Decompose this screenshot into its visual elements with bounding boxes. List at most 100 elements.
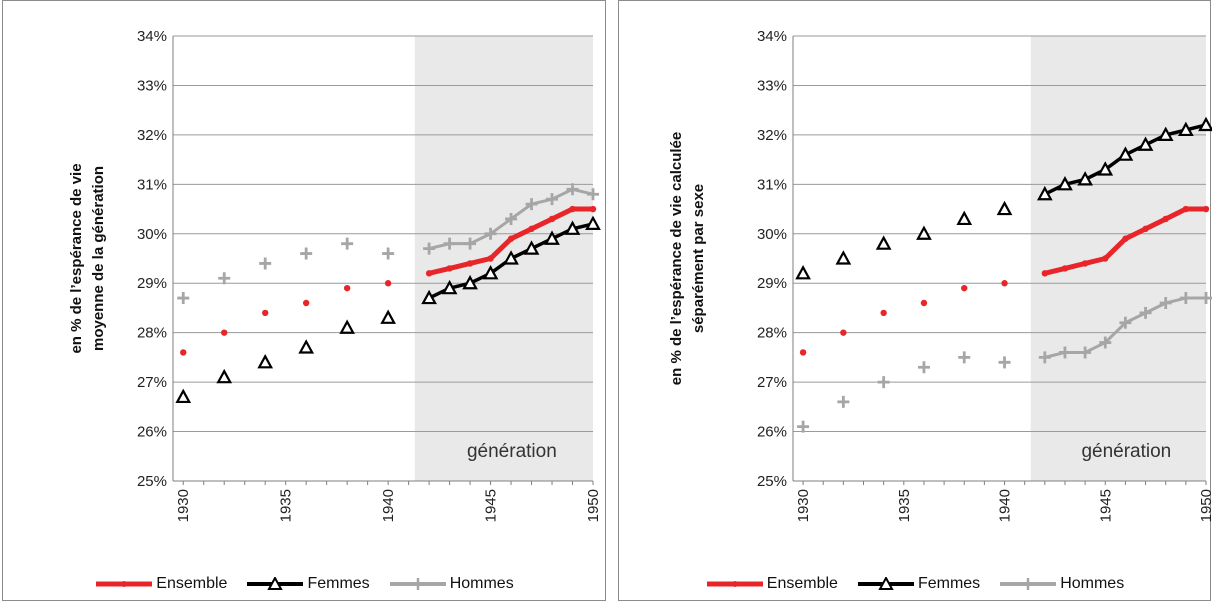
y-tick-label: 26% [137, 424, 167, 441]
x-tick-label: 1940 [380, 489, 397, 522]
data-point-hommes [1159, 297, 1172, 309]
data-point-hommes [382, 247, 395, 260]
x-tick-label: 1930 [795, 489, 812, 522]
data-point-femmes [441, 279, 458, 295]
legend-label-femmes: Femmes [917, 575, 981, 592]
y-axis-label: moyenne de la génération [90, 166, 107, 351]
legend: Ensemble Femmes Hommes [619, 568, 1210, 600]
shaded-region [1030, 36, 1206, 481]
y-tick-label: 27% [757, 374, 787, 391]
data-point-hommes [587, 188, 599, 201]
legend-swatch-femmes [247, 577, 304, 590]
legend-label-hommes: Hommes [449, 575, 514, 592]
x-tick-label: 1945 [1097, 489, 1114, 522]
data-point-ensemble [1001, 280, 1008, 287]
y-tick-label: 32% [137, 127, 167, 144]
data-point-femmes [795, 265, 811, 280]
data-point-hommes [300, 247, 313, 260]
data-point-femmes [585, 215, 601, 230]
data-point-ensemble [1122, 235, 1129, 242]
y-tick-label: 33% [757, 77, 787, 94]
legend-swatch-hommes [1000, 578, 1057, 590]
data-point-hommes [341, 237, 354, 250]
data-point-hommes [218, 272, 231, 285]
x-tick-label: 1950 [1198, 489, 1212, 522]
data-point-femmes [1097, 161, 1114, 176]
data-point-femmes [216, 368, 233, 384]
data-point-femmes [1077, 171, 1093, 186]
data-point-hommes [443, 237, 456, 250]
data-point-ensemble [425, 270, 433, 277]
data-point-ensemble [961, 284, 968, 292]
y-tick-label: 28% [757, 325, 787, 342]
data-point-femmes [564, 220, 581, 235]
chart-panel-left: 25% 26% 27% 28% 29% 30% 31% 32% 33% 34% 1930 1935 19… [2, 0, 606, 601]
data-point-hommes [259, 257, 272, 270]
data-point-ensemble [1102, 255, 1109, 262]
x-tick-label: 1950 [585, 489, 602, 522]
legend-item-femmes: Femmes [856, 575, 980, 593]
data-point-hommes [484, 227, 497, 240]
legend-label-femmes: Femmes [307, 575, 370, 592]
data-point-femmes [1036, 185, 1053, 201]
y-tick-label: 30% [757, 226, 787, 243]
legend-item-ensemble: Ensemble [705, 575, 838, 593]
x-tick-label: 1935 [896, 489, 913, 522]
shaded-region-label: génération [1081, 441, 1171, 462]
data-point-ensemble [466, 260, 474, 267]
shaded-region [414, 36, 593, 481]
data-point-femmes [1178, 121, 1194, 137]
data-point-hommes [1119, 316, 1132, 329]
data-point-ensemble [343, 284, 351, 292]
data-point-ensemble [1081, 260, 1089, 267]
y-tick-label: 30% [137, 226, 167, 243]
data-point-femmes [1137, 136, 1154, 151]
data-point-ensemble [1182, 205, 1190, 213]
data-point-femmes [462, 274, 478, 290]
legend-label-hommes: Hommes [1060, 575, 1125, 592]
data-point-ensemble [880, 309, 887, 317]
y-tick-label: 34% [137, 28, 167, 45]
data-point-ensemble [799, 349, 807, 356]
y-tick-label: 26% [757, 424, 787, 441]
data-point-hommes [1179, 292, 1192, 305]
data-point-ensemble [589, 205, 597, 213]
data-point-hommes [1099, 336, 1112, 349]
data-point-femmes [503, 250, 519, 265]
data-point-ensemble [1061, 265, 1069, 272]
y-axis-label: séparément par sexe [690, 184, 707, 333]
data-point-ensemble [487, 255, 494, 262]
data-point-hommes [505, 212, 518, 225]
legend-swatch-hommes [389, 578, 446, 590]
data-point-ensemble [446, 265, 453, 272]
data-point-hommes [1079, 346, 1092, 359]
y-tick-label: 27% [137, 374, 167, 391]
chart-panel-right: 25% 26% 27% 28% 29% 30% 31% 32% 33% 34% 1930 1935 19… [618, 0, 1212, 601]
data-point-ensemble [528, 225, 535, 233]
legend-swatch-femmes [857, 577, 914, 590]
data-point-femmes [298, 339, 315, 354]
data-point-hommes [1200, 292, 1212, 305]
y-axis-label: en % de l’espérance de vie [68, 163, 85, 353]
y-tick-label: 29% [137, 275, 167, 292]
legend-swatch-ensemble [96, 581, 153, 587]
y-axis-label: en % de l’espérance de vie calculée [668, 132, 685, 385]
data-point-hommes [1058, 346, 1071, 359]
data-point-hommes [837, 395, 850, 408]
data-point-femmes [996, 200, 1013, 216]
data-point-femmes [1157, 126, 1174, 141]
legend-label-ensemble: Ensemble [766, 575, 838, 592]
data-point-ensemble [507, 235, 515, 242]
y-tick-label: 33% [137, 77, 167, 94]
data-point-ensemble [384, 280, 392, 287]
data-point-hommes [998, 356, 1011, 369]
legend-item-hommes: Hommes [998, 575, 1124, 593]
data-point-ensemble [569, 205, 576, 213]
data-point-hommes [797, 420, 810, 433]
data-point-femmes [875, 235, 892, 250]
data-point-femmes [523, 240, 540, 255]
x-tick-label: 1935 [278, 489, 295, 522]
y-tick-label: 29% [757, 275, 787, 292]
data-point-ensemble [302, 299, 310, 307]
data-point-femmes [380, 309, 396, 324]
